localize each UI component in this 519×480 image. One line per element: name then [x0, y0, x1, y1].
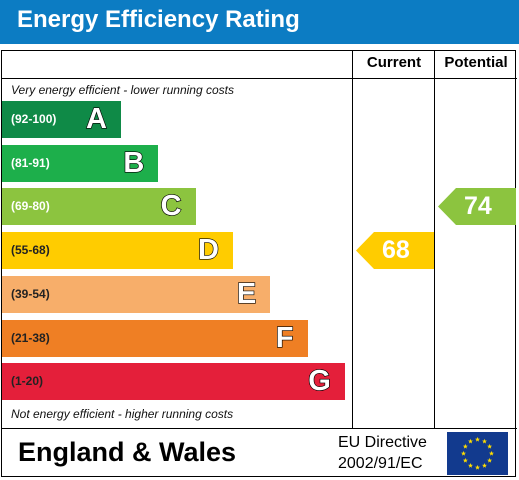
band-range-label: (69-80): [11, 199, 50, 214]
eu-star: [461, 450, 466, 456]
eu-star: [489, 450, 494, 456]
band-d: (55-68) D: [2, 232, 233, 270]
band-g: (1-20) G: [2, 363, 345, 401]
bottom-note: Not energy efficient - higher running co…: [11, 407, 234, 421]
eu-star: [468, 438, 473, 444]
potential-rating-arrow: 74: [438, 188, 516, 226]
region-label: England & Wales: [18, 437, 237, 467]
band-a: (92-100) A: [2, 101, 121, 138]
eu-stars-icon: [461, 436, 494, 470]
current-rating-value: 68: [382, 236, 410, 265]
eu-directive-text: EU Directive 2002/91/EC: [338, 432, 427, 474]
band-range-label: (21-38): [11, 330, 50, 345]
eu-flag-icon: [447, 432, 508, 475]
band-range-label: (39-54): [11, 286, 50, 301]
band-letter: B: [123, 146, 145, 179]
eu-star: [468, 463, 473, 468]
current-column-divider: [352, 50, 353, 428]
current-rating-arrow: 68: [356, 232, 434, 270]
top-note: Very energy efficient - lower running co…: [11, 83, 234, 97]
directive-line-1: EU Directive: [338, 434, 427, 451]
directive-line-2: 2002/91/EC: [338, 455, 423, 472]
band-letter: C: [160, 190, 182, 223]
chart-title: Energy Efficiency Rating: [17, 6, 300, 33]
band-f: (21-38) F: [2, 319, 308, 357]
eu-star: [487, 443, 493, 449]
band-range-label: (92-100): [11, 112, 57, 126]
header-divider: [1, 78, 517, 79]
eu-star: [482, 463, 487, 468]
band-range-label: (55-68): [11, 243, 50, 258]
title-bar: Energy Efficiency Rating: [0, 0, 519, 44]
band-c: (69-80) C: [2, 188, 196, 226]
eu-star: [482, 438, 487, 444]
rating-frame: [1, 50, 516, 477]
potential-column-divider: [434, 50, 435, 428]
band-letter: E: [236, 277, 257, 310]
eu-star: [475, 436, 480, 442]
potential-column-header: Potential: [444, 54, 508, 71]
current-arrow-shape: [356, 232, 434, 270]
eu-star: [462, 443, 468, 449]
band-letter: F: [275, 321, 294, 354]
band-letter: D: [197, 233, 219, 267]
eu-star: [462, 457, 468, 463]
eu-star: [475, 464, 480, 470]
band-letter: G: [308, 365, 332, 398]
band-b: (81-91) B: [2, 144, 159, 182]
current-column-header: Current: [366, 54, 422, 71]
band-range-label: (81-91): [11, 155, 50, 170]
band-range-label: (1-20): [11, 374, 44, 389]
band-e: (39-54) E: [2, 275, 271, 313]
potential-arrow-shape: [438, 188, 516, 226]
potential-rating-value: 74: [464, 192, 492, 221]
band-letter: A: [85, 102, 107, 135]
footer-divider: [1, 428, 517, 429]
eu-star: [487, 457, 493, 463]
